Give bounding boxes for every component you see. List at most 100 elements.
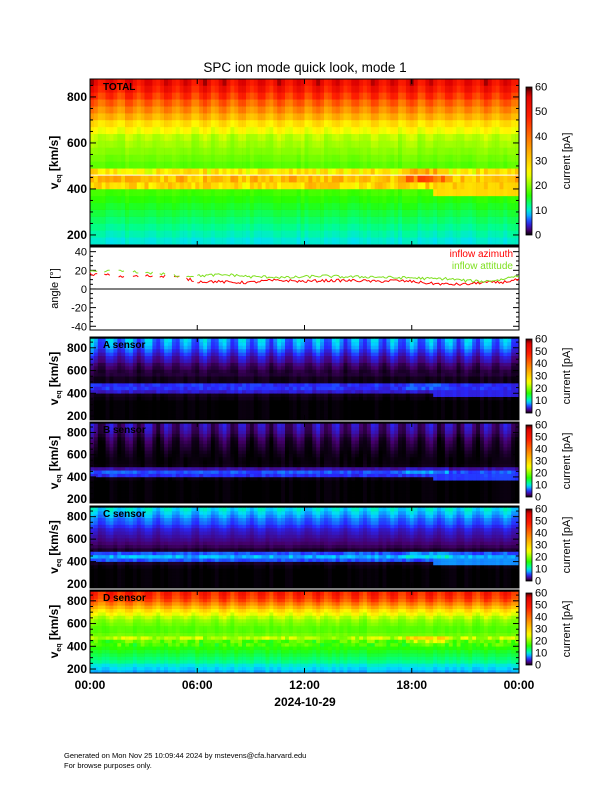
- spectrogram-cell: [460, 417, 465, 421]
- spectrogram-cell: [253, 355, 258, 360]
- spectrogram-cell: [296, 188, 301, 197]
- spectrogram-cell: [343, 338, 348, 343]
- spectrogram-cell: [234, 195, 239, 204]
- spectrogram-cell: [222, 161, 227, 169]
- spectrogram-cell: [144, 410, 149, 415]
- spectrogram-cell: [366, 237, 372, 245]
- spectrogram-cell: [296, 372, 301, 377]
- spectrogram-cell: [421, 355, 426, 360]
- spectrogram-cell: [312, 209, 317, 217]
- spectrogram-cell: [93, 403, 99, 408]
- spectrogram-cell: [191, 237, 196, 245]
- spectrogram-cell: [195, 406, 200, 411]
- spectrogram-cell: [374, 348, 379, 353]
- spectrogram-cell: [495, 209, 500, 217]
- spectrogram-cell: [339, 393, 344, 397]
- spectrogram-cell: [168, 85, 173, 93]
- spectrogram-cell: [359, 348, 364, 353]
- spectrogram-cell: [160, 182, 165, 190]
- spectrogram-cell: [101, 365, 106, 370]
- spectrogram-cell: [425, 175, 430, 183]
- spectrogram-cell: [288, 237, 294, 245]
- spectrogram-cell: [476, 113, 481, 121]
- spectrogram-cell: [296, 79, 301, 86]
- spectrogram-cell: [238, 406, 243, 411]
- spectrogram-cell: [476, 154, 481, 162]
- spectrogram-cell: [370, 413, 375, 418]
- spectrogram-cell: [402, 365, 407, 370]
- spectrogram-cell: [515, 237, 520, 245]
- spectrogram-cell: [222, 113, 227, 121]
- spectrogram-cell: [448, 406, 453, 411]
- spectrogram-cell: [113, 383, 118, 387]
- spectrogram-cell: [300, 389, 305, 394]
- spectrogram-cell: [491, 140, 496, 148]
- spectrogram-cell: [460, 85, 465, 93]
- spectrogram-cell: [175, 126, 180, 135]
- spectrogram-cell: [398, 147, 403, 155]
- spectrogram-cell: [210, 209, 216, 217]
- spectrogram-cell: [413, 161, 418, 169]
- spectrogram-cell: [374, 359, 379, 363]
- spectrogram-cell: [503, 230, 508, 238]
- spectrogram-cell: [363, 369, 368, 374]
- spectrogram-cell: [140, 389, 145, 394]
- spectrogram-cell: [93, 372, 99, 377]
- spectrogram-cell: [343, 99, 348, 107]
- spectrogram-cell: [417, 348, 422, 353]
- spectrogram-cell: [125, 403, 130, 408]
- spectrogram-cell: [402, 168, 407, 176]
- spectrogram-cell: [288, 216, 294, 224]
- spectrogram-cell: [363, 338, 368, 343]
- spectrogram-cell: [152, 348, 157, 353]
- spectrogram-cell: [460, 406, 465, 411]
- spectrogram-cell: [476, 119, 481, 128]
- spectrogram-cell: [374, 345, 379, 350]
- spectrogram-cell: [499, 195, 504, 204]
- spectrogram-cell: [351, 99, 356, 107]
- spectrogram-cell: [257, 175, 262, 183]
- spectrogram-cell: [257, 355, 262, 360]
- spectrogram-cell: [109, 389, 114, 394]
- spectrogram-cell: [261, 365, 266, 370]
- spectrogram-cell: [511, 126, 516, 135]
- spectrogram-cell: [246, 168, 251, 176]
- spectrogram-cell: [148, 99, 153, 107]
- spectrogram-cell: [499, 126, 504, 135]
- spectrogram-cell: [210, 383, 216, 387]
- spectrogram-cell: [437, 223, 442, 231]
- spectrogram-cell: [226, 345, 231, 350]
- spectrogram-cell: [425, 79, 430, 86]
- spectrogram-cell: [425, 386, 430, 391]
- spectrogram-cell: [242, 119, 247, 128]
- spectrogram-cell: [144, 403, 149, 408]
- spectrogram-cell: [413, 140, 418, 148]
- spectrogram-cell: [324, 147, 329, 155]
- spectrogram-cell: [300, 355, 305, 360]
- spectrogram-cell: [343, 182, 348, 190]
- spectrogram-cell: [234, 342, 239, 346]
- spectrogram-cell: [409, 396, 414, 401]
- spectrogram-cell: [339, 417, 344, 421]
- spectrogram-cell: [515, 126, 520, 135]
- spectrogram-cell: [320, 379, 325, 384]
- spectrogram-cell: [374, 355, 379, 360]
- spectrogram-cell: [312, 406, 317, 411]
- spectrogram-cell: [464, 154, 469, 162]
- spectrogram-cell: [331, 209, 336, 217]
- spectrogram-cell: [93, 342, 99, 346]
- spectrogram-cell: [421, 400, 426, 404]
- spectrogram-cell: [452, 133, 457, 141]
- spectrogram-cell: [238, 188, 243, 197]
- spectrogram-cell: [515, 182, 520, 190]
- spectrogram-cell: [327, 359, 333, 363]
- spectrogram-cell: [148, 403, 153, 408]
- spectrogram-cell: [218, 106, 223, 114]
- spectrogram-cell: [160, 389, 165, 394]
- spectrogram-cell: [183, 147, 188, 155]
- spectrogram-cell: [136, 230, 141, 238]
- spectrogram-cell: [390, 188, 395, 197]
- spectrogram-cell: [257, 230, 262, 238]
- spectrogram-cell: [507, 79, 512, 86]
- spectrogram-cell: [90, 147, 95, 155]
